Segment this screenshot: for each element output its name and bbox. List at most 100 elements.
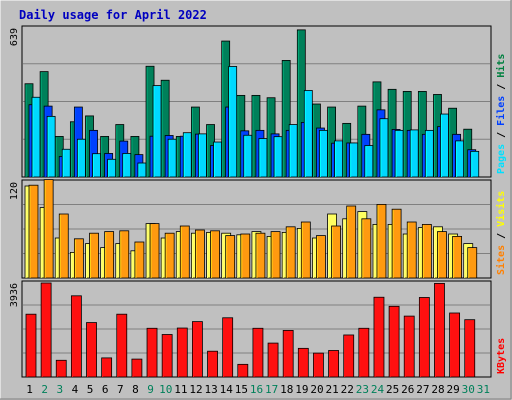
day-label-2: 2: [41, 383, 48, 396]
day-label-3: 3: [57, 383, 64, 396]
bar-pages-day-10: [167, 138, 177, 178]
day-label-29: 29: [447, 383, 460, 396]
bar-pages-day-3: [61, 148, 71, 178]
bar-kbytes-day-21: [328, 350, 339, 378]
bar-kbytes-day-27: [418, 297, 430, 378]
day-label-21: 21: [326, 383, 339, 396]
bar-kbytes-day-25: [388, 305, 400, 378]
day-label-31: 31: [477, 383, 490, 396]
bar-pages-day-24: [379, 118, 389, 178]
bar-sites-day-28: [437, 231, 447, 279]
legend-pages: Pages: [496, 144, 507, 174]
bar-sites-day-8: [134, 241, 145, 279]
bar-sites-day-10: [164, 232, 175, 279]
bar-sites-day-27: [421, 223, 432, 279]
bar-pages-day-1: [31, 96, 41, 178]
day-label-10: 10: [159, 383, 172, 396]
bar-pages-day-26: [409, 129, 419, 178]
day-label-13: 13: [204, 383, 217, 396]
legend-kbytes: KBytes: [496, 338, 507, 374]
day-label-18: 18: [280, 383, 293, 396]
bar-pages-day-19: [303, 90, 313, 178]
bar-kbytes-day-22: [343, 334, 355, 378]
legend-separator: /: [496, 126, 507, 144]
bar-kbytes-day-28: [434, 282, 445, 378]
day-label-17: 17: [265, 383, 278, 396]
bar-pages-day-2: [46, 115, 56, 178]
legend-separator: /: [496, 227, 507, 245]
day-label-7: 7: [117, 383, 124, 396]
bar-pages-day-21: [334, 140, 343, 178]
bar-kbytes-day-30: [464, 319, 476, 378]
bar-sites-day-21: [331, 225, 341, 279]
day-label-25: 25: [386, 383, 399, 396]
day-label-22: 22: [341, 383, 354, 396]
bar-kbytes-day-26: [403, 315, 415, 378]
bar-pages-day-30: [470, 150, 480, 178]
bar-pages-day-6: [107, 158, 117, 178]
bar-kbytes-day-17: [267, 342, 279, 378]
legend: Sites / Visits: [495, 191, 507, 275]
bar-kbytes-day-6: [101, 357, 113, 378]
bar-pages-day-4: [76, 138, 86, 178]
day-label-23: 23: [356, 383, 369, 396]
bar-kbytes-day-3: [55, 359, 67, 378]
bar-kbytes-day-18: [282, 330, 294, 378]
day-label-24: 24: [371, 383, 385, 396]
bar-pages-day-17: [273, 136, 283, 178]
day-label-14: 14: [220, 383, 234, 396]
day-label-11: 11: [174, 383, 187, 396]
bar-sites-day-23: [361, 218, 372, 279]
bar-sites-day-15: [240, 233, 251, 279]
day-label-4: 4: [72, 383, 79, 396]
day-label-5: 5: [87, 383, 94, 396]
bar-kbytes-day-5: [86, 322, 97, 378]
bar-sites-day-6: [104, 231, 115, 279]
bar-sites-day-30: [467, 247, 478, 279]
bar-kbytes-day-16: [252, 327, 264, 378]
day-label-12: 12: [189, 383, 202, 396]
bar-sites-day-5: [89, 232, 99, 279]
day-label-26: 26: [401, 383, 414, 396]
bar-pages-day-15: [243, 134, 253, 178]
bar-sites-day-1: [28, 184, 39, 279]
axis-max-label: 639: [9, 28, 20, 46]
chart-title: Daily usage for April 2022: [19, 8, 207, 22]
day-labels: 1 2 3 4 5 6 7 8 9 10 11 12 13 14 15 16 17 18 19 20 21 22 23 24 2…: [26, 383, 490, 396]
bar-sites-day-17: [270, 231, 281, 279]
day-label-8: 8: [132, 383, 139, 396]
legend: Pages / Files / Hits: [495, 54, 507, 174]
bar-kbytes-day-23: [358, 327, 370, 378]
bar-kbytes-day-9: [146, 327, 158, 378]
bar-pages-day-5: [92, 153, 101, 178]
bar-sites-day-19: [300, 221, 311, 279]
hits-panel: 639 Pages / Files / Hits: [9, 25, 507, 178]
bar-sites-day-12: [195, 229, 205, 279]
bar-sites-day-18: [285, 226, 296, 279]
bar-kbytes-day-10: [161, 334, 173, 378]
kbytes-panel: 3936 KBytes: [9, 280, 507, 378]
bar-kbytes-day-4: [70, 295, 82, 378]
bar-kbytes-day-19: [297, 347, 309, 378]
chart-panels: 639 Pages / Files / Hits 120 Sites / Visits…: [9, 25, 507, 378]
bar-pages-day-27: [424, 129, 434, 178]
day-label-19: 19: [295, 383, 308, 396]
bar-sites-day-24: [376, 203, 387, 279]
bar-sites-day-16: [255, 232, 266, 279]
bar-pages-day-28: [440, 113, 449, 178]
bar-pages-day-23: [364, 145, 374, 178]
bar-sites-day-22: [346, 205, 357, 279]
bar-sites-day-4: [73, 238, 84, 279]
bar-sites-day-7: [119, 230, 130, 279]
bar-sites-day-11: [179, 225, 190, 279]
bar-kbytes-day-1: [25, 313, 37, 378]
axis-max-label: 120: [9, 182, 20, 200]
bar-kbytes-day-13: [207, 350, 218, 378]
legend-visits: Visits: [495, 191, 507, 227]
bar-sites-day-9: [149, 223, 160, 279]
bar-sites-day-3: [58, 213, 69, 279]
day-label-9: 9: [147, 383, 154, 396]
bar-kbytes-day-8: [131, 358, 143, 378]
bar-kbytes-day-7: [116, 313, 128, 378]
